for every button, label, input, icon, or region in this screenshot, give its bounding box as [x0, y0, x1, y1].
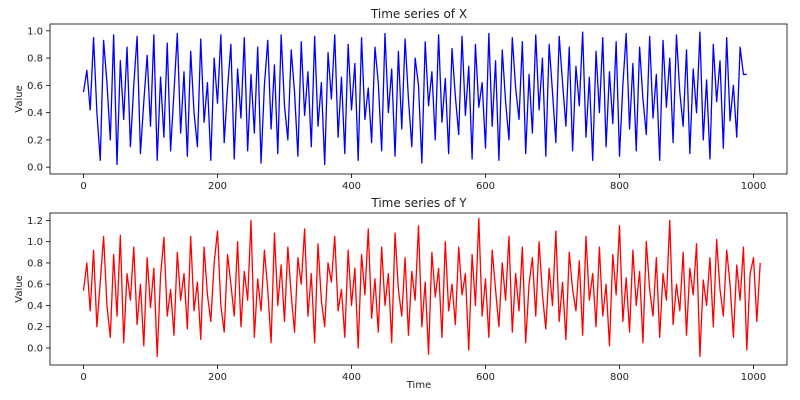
x-tick-label: 0	[80, 181, 86, 192]
y-axis-ticks: 0.0 0.2 0.4 0.6 0.8 1.0 1.2	[27, 216, 50, 354]
x-tick-label: 600	[476, 372, 495, 383]
x-tick-label: 800	[610, 181, 629, 192]
series-line	[82, 217, 761, 358]
series-layer	[82, 217, 761, 358]
x-tick-label: 200	[208, 181, 227, 192]
plot-frame	[49, 23, 788, 175]
y-tick-label: 0.2	[27, 322, 43, 333]
plot-frame	[49, 212, 788, 366]
chart-title: Time series of Y	[370, 196, 467, 210]
y-axis-ticks: 0.0 0.2 0.4 0.6 0.8 1.0	[27, 26, 50, 174]
x-tick-label: 1000	[741, 372, 766, 383]
x-axis-label: Time	[406, 380, 431, 391]
y-tick-label: 1.2	[27, 216, 43, 227]
series-line	[82, 31, 747, 166]
y-tick-label: 0.4	[27, 108, 43, 119]
y-tick-label: 0.0	[27, 343, 43, 354]
y-tick-label: 0.4	[27, 301, 43, 312]
chart-panel-x: Time series of X Value 0 200 400 600 800 1000…	[14, 7, 788, 192]
x-tick-label: 400	[342, 372, 361, 383]
y-tick-label: 1.0	[27, 237, 43, 248]
x-tick-label: 600	[476, 181, 495, 192]
y-tick-label: 0.6	[27, 280, 43, 291]
y-tick-label: 0.8	[27, 258, 43, 269]
chart-title: Time series of X	[370, 7, 467, 21]
x-tick-label: 1000	[741, 181, 766, 192]
x-tick-label: 800	[610, 372, 629, 383]
y-tick-label: 0.0	[27, 163, 43, 174]
y-tick-label: 0.8	[27, 54, 43, 65]
y-axis-label: Value	[14, 85, 25, 112]
x-tick-label: 400	[342, 181, 361, 192]
x-axis-ticks: 0 200 400 600 800 1000	[80, 365, 766, 383]
x-axis-ticks: 0 200 400 600 800 1000	[80, 174, 766, 192]
y-tick-label: 0.6	[27, 81, 43, 92]
y-axis-label: Value	[14, 275, 25, 302]
y-tick-label: 1.0	[27, 26, 43, 37]
series-layer	[82, 31, 747, 166]
x-tick-label: 200	[208, 372, 227, 383]
y-tick-label: 0.2	[27, 135, 43, 146]
x-tick-label: 0	[80, 372, 86, 383]
chart-panel-y: Time series of Y Value Time 0 200 400 600 80…	[14, 196, 788, 391]
